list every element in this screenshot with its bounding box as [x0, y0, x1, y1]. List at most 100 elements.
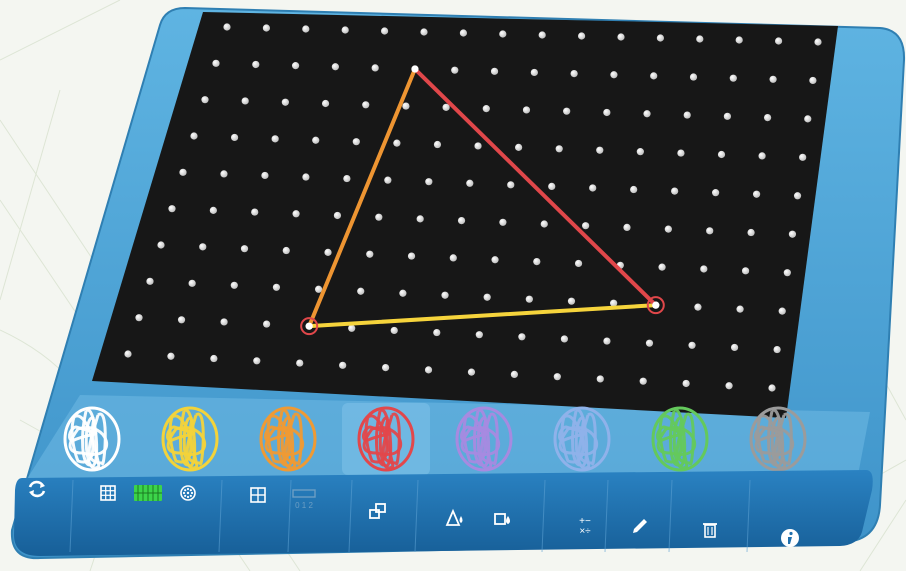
peg[interactable] [809, 77, 816, 84]
peg[interactable] [784, 269, 791, 276]
peg[interactable] [460, 29, 467, 36]
peg[interactable] [603, 337, 610, 344]
peg[interactable] [596, 147, 603, 154]
peg[interactable] [683, 380, 690, 387]
peg[interactable] [168, 205, 175, 212]
peg[interactable] [210, 355, 217, 362]
peg[interactable] [533, 258, 540, 265]
peg[interactable] [273, 284, 280, 291]
peg[interactable] [603, 109, 610, 116]
peg[interactable] [312, 137, 319, 144]
peg[interactable] [539, 31, 546, 38]
peg[interactable] [382, 364, 389, 371]
peg[interactable] [712, 189, 719, 196]
peg[interactable] [476, 331, 483, 338]
peg[interactable] [434, 141, 441, 148]
peg[interactable] [789, 231, 796, 238]
peg[interactable] [753, 191, 760, 198]
peg[interactable] [688, 342, 695, 349]
peg[interactable] [758, 152, 765, 159]
peg[interactable] [242, 97, 249, 104]
peg[interactable] [725, 382, 732, 389]
peg[interactable] [348, 325, 355, 332]
peg[interactable] [814, 38, 821, 45]
peg[interactable] [362, 101, 369, 108]
peg[interactable] [199, 243, 206, 250]
peg[interactable] [775, 37, 782, 44]
peg[interactable] [296, 359, 303, 366]
peg[interactable] [582, 222, 589, 229]
peg[interactable] [334, 212, 341, 219]
peg[interactable] [665, 226, 672, 233]
peg[interactable] [263, 320, 270, 327]
peg[interactable] [658, 264, 665, 271]
peg[interactable] [135, 314, 142, 321]
peg[interactable] [433, 329, 440, 336]
peg[interactable] [420, 28, 427, 35]
peg[interactable] [556, 145, 563, 152]
peg[interactable] [252, 61, 259, 68]
peg[interactable] [491, 256, 498, 263]
peg[interactable] [451, 67, 458, 74]
peg[interactable] [657, 34, 664, 41]
peg[interactable] [804, 115, 811, 122]
peg[interactable] [302, 25, 309, 32]
peg[interactable] [381, 27, 388, 34]
peg[interactable] [146, 278, 153, 285]
peg[interactable] [417, 215, 424, 222]
peg[interactable] [302, 173, 309, 180]
peg[interactable] [571, 70, 578, 77]
peg[interactable] [399, 290, 406, 297]
peg[interactable] [253, 357, 260, 364]
peg[interactable] [799, 154, 806, 161]
peg[interactable] [468, 369, 475, 376]
peg[interactable] [324, 249, 331, 256]
peg[interactable] [357, 288, 364, 295]
peg[interactable] [179, 169, 186, 176]
peg[interactable] [548, 183, 555, 190]
peg[interactable] [466, 180, 473, 187]
peg[interactable] [736, 36, 743, 43]
info-icon[interactable] [781, 529, 799, 547]
peg[interactable] [575, 260, 582, 267]
peg[interactable] [671, 187, 678, 194]
peg[interactable] [526, 296, 533, 303]
peg[interactable] [272, 135, 279, 142]
peg[interactable] [742, 267, 749, 274]
peg[interactable] [568, 298, 575, 305]
large-grid-icon[interactable] [134, 485, 162, 501]
peg[interactable] [391, 327, 398, 334]
peg[interactable] [425, 366, 432, 373]
peg[interactable] [282, 99, 289, 106]
peg[interactable] [210, 207, 217, 214]
peg[interactable] [491, 68, 498, 75]
red-band-selector[interactable] [342, 403, 430, 475]
peg[interactable] [684, 111, 691, 118]
peg[interactable] [178, 316, 185, 323]
peg[interactable] [736, 306, 743, 313]
peg[interactable] [747, 229, 754, 236]
peg[interactable] [157, 241, 164, 248]
peg[interactable] [343, 175, 350, 182]
peg[interactable] [220, 318, 227, 325]
peg[interactable] [650, 72, 657, 79]
peg[interactable] [292, 210, 299, 217]
peg[interactable] [241, 245, 248, 252]
peg[interactable] [292, 62, 299, 69]
peg[interactable] [353, 138, 360, 145]
peg[interactable] [589, 184, 596, 191]
peg[interactable] [640, 378, 647, 385]
peg[interactable] [610, 71, 617, 78]
peg[interactable] [677, 149, 684, 156]
peg[interactable] [315, 286, 322, 293]
peg[interactable] [332, 63, 339, 70]
peg[interactable] [690, 73, 697, 80]
peg[interactable] [768, 384, 775, 391]
peg[interactable] [694, 304, 701, 311]
peg[interactable] [261, 172, 268, 179]
peg[interactable] [518, 333, 525, 340]
peg[interactable] [231, 134, 238, 141]
peg[interactable] [499, 30, 506, 37]
peg[interactable] [251, 208, 258, 215]
peg[interactable] [706, 227, 713, 234]
